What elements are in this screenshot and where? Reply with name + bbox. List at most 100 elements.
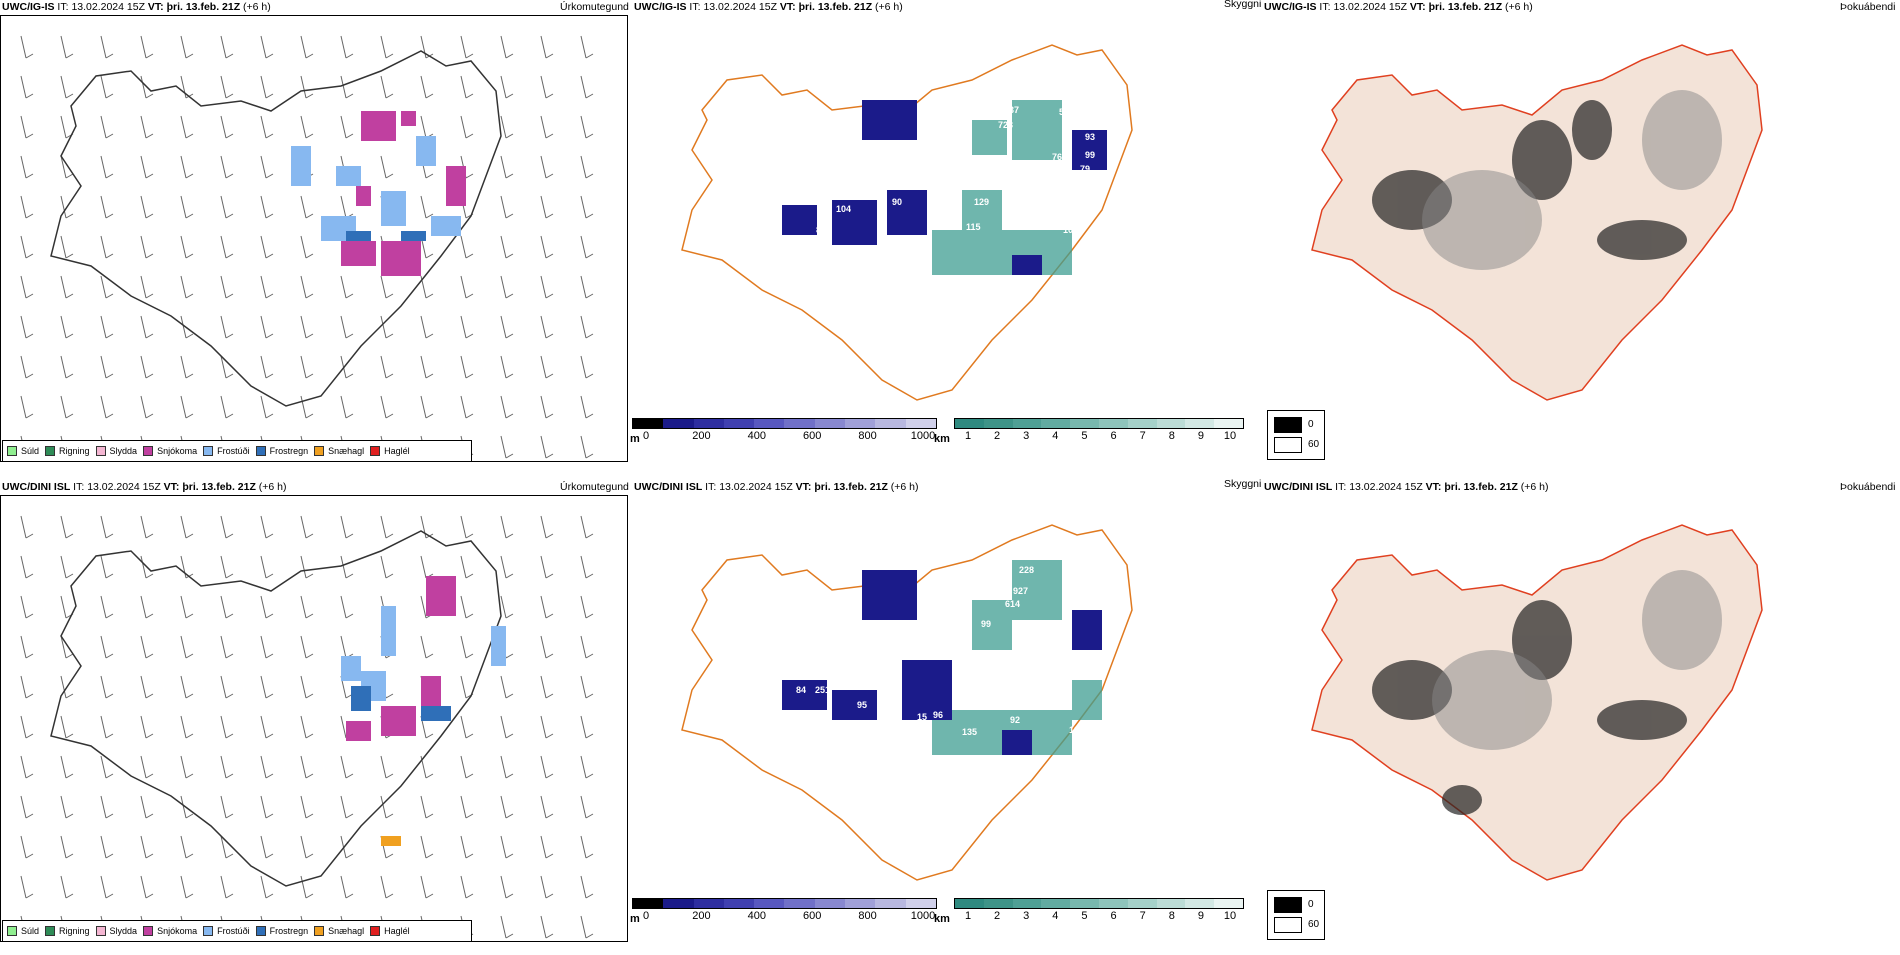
wind-barb-tick bbox=[505, 893, 514, 899]
colorbar-swatch bbox=[723, 899, 755, 908]
wind-barb-tick bbox=[145, 293, 154, 299]
colorbar-swatch bbox=[1127, 899, 1157, 908]
wind-barb bbox=[540, 755, 547, 779]
wind-barb-tick bbox=[505, 293, 514, 299]
wind-barb-tick bbox=[505, 853, 514, 859]
wind-barb-tick bbox=[345, 773, 354, 779]
distance-ticks: 1 2 3 4 5 6 7 8 9 10 bbox=[954, 909, 1244, 923]
wind-barb bbox=[20, 75, 27, 99]
wind-barb-tick bbox=[585, 213, 594, 219]
wind-barb-tick bbox=[305, 333, 314, 339]
wind-barb-tick bbox=[225, 613, 234, 619]
colorbar-tick: 8 bbox=[1168, 430, 1175, 442]
wind-barb bbox=[180, 35, 187, 59]
colorbar-tick: 1 bbox=[964, 910, 972, 922]
wind-barb-tick bbox=[305, 413, 314, 419]
wind-barb bbox=[460, 115, 467, 139]
cloud-base-label: 927 bbox=[1013, 586, 1028, 596]
legend-swatch bbox=[203, 446, 214, 456]
wind-barb bbox=[60, 875, 67, 899]
wind-barb-tick bbox=[465, 293, 474, 299]
wind-barb-tick bbox=[225, 213, 234, 219]
fog-panel: UWC/IG-IS IT: 13.02.2024 15Z VT: þri. 13… bbox=[1262, 0, 1900, 470]
wind-barb bbox=[260, 235, 267, 259]
wind-barb bbox=[340, 315, 347, 339]
panel-header: UWC/IG-IS IT: 13.02.2024 15Z VT: þri. 13… bbox=[1264, 1, 1533, 13]
wind-barb-tick bbox=[225, 253, 234, 259]
legend-item: Snæhagl bbox=[314, 446, 364, 456]
wind-barb bbox=[500, 915, 507, 939]
wind-barb-tick bbox=[345, 573, 354, 579]
wind-barb-tick bbox=[265, 573, 274, 579]
wind-barb-tick bbox=[545, 173, 554, 179]
visibility-map: 228 927 614 611 99 57 78 91 183 84 251 159 95 124 94 96… bbox=[681, 524, 1133, 881]
wind-barb bbox=[340, 115, 347, 139]
wind-barb-tick bbox=[585, 93, 594, 99]
wind-barb-tick bbox=[505, 173, 514, 179]
cloud-base-label: 95 bbox=[857, 700, 867, 710]
wind-barb-tick bbox=[585, 53, 594, 59]
wind-barb bbox=[340, 35, 347, 59]
wind-barb bbox=[420, 395, 427, 419]
wind-barb bbox=[300, 315, 307, 339]
wind-barb-tick bbox=[105, 573, 114, 579]
wind-barb-tick bbox=[305, 813, 314, 819]
wind-barb bbox=[300, 715, 307, 739]
panel-title: Þokuábendi bbox=[1840, 481, 1896, 493]
wind-barb bbox=[500, 595, 507, 619]
wind-barb bbox=[60, 635, 67, 659]
height-bar-swatches bbox=[632, 418, 937, 429]
wind-barb bbox=[60, 395, 67, 419]
colorbar-swatch bbox=[955, 419, 984, 428]
cloud-base-label: 85 bbox=[831, 731, 841, 741]
wind-barb bbox=[140, 275, 147, 299]
wind-barb-tick bbox=[545, 853, 554, 859]
wind-barb-tick bbox=[545, 373, 554, 379]
wind-barb-tick bbox=[25, 253, 34, 259]
colorbar-tick: 4 bbox=[1052, 910, 1059, 922]
wind-barb-tick bbox=[545, 213, 554, 219]
wind-barb-tick bbox=[505, 253, 514, 259]
wind-barb bbox=[260, 75, 267, 99]
cloud-base-label: 228 bbox=[1019, 565, 1034, 575]
cloud-height-labels: 228 927 614 611 99 57 78 91 183 84 251 159 95 124 94 96… bbox=[796, 565, 1092, 765]
colorbar-swatch bbox=[1214, 419, 1243, 428]
wind-barb bbox=[140, 155, 147, 179]
wind-barb bbox=[260, 355, 267, 379]
wind-barb bbox=[380, 515, 387, 539]
wind-barb bbox=[20, 515, 27, 539]
cloud-base-label: 35 bbox=[950, 124, 960, 134]
wind-barb bbox=[460, 675, 467, 699]
wind-barb bbox=[100, 395, 107, 419]
wind-barb bbox=[100, 835, 107, 859]
wind-barb bbox=[20, 875, 27, 899]
wind-barb bbox=[260, 555, 267, 579]
wind-barb bbox=[300, 795, 307, 819]
wind-barb-tick bbox=[65, 853, 74, 859]
wind-barb-tick bbox=[265, 653, 274, 659]
wind-barb-tick bbox=[545, 533, 554, 539]
wind-barb-tick bbox=[25, 133, 34, 139]
wind-barb-tick bbox=[105, 413, 114, 419]
panel-title: Skyggni bbox=[1224, 478, 1262, 490]
cloud-base-label: 99 bbox=[981, 619, 991, 629]
wind-barb bbox=[60, 195, 67, 219]
wind-barb bbox=[60, 675, 67, 699]
wind-barb-tick bbox=[305, 853, 314, 859]
wind-barb-tick bbox=[65, 373, 74, 379]
wind-barb-tick bbox=[305, 133, 314, 139]
wind-barb bbox=[420, 875, 427, 899]
wind-barb bbox=[340, 875, 347, 899]
colorbar-swatch bbox=[1070, 899, 1099, 908]
wind-barb-tick bbox=[305, 573, 314, 579]
wind-barb-tick bbox=[505, 573, 514, 579]
wind-barbs bbox=[20, 515, 594, 939]
wind-barb bbox=[500, 195, 507, 219]
wind-barb bbox=[500, 315, 507, 339]
cloud-base-label: 99 bbox=[1085, 150, 1095, 160]
wind-barb bbox=[460, 315, 467, 339]
colorbar-swatch bbox=[845, 419, 876, 428]
wind-barb bbox=[540, 915, 547, 939]
wind-barb bbox=[20, 635, 27, 659]
cloud-base-label: 124 bbox=[944, 212, 959, 222]
